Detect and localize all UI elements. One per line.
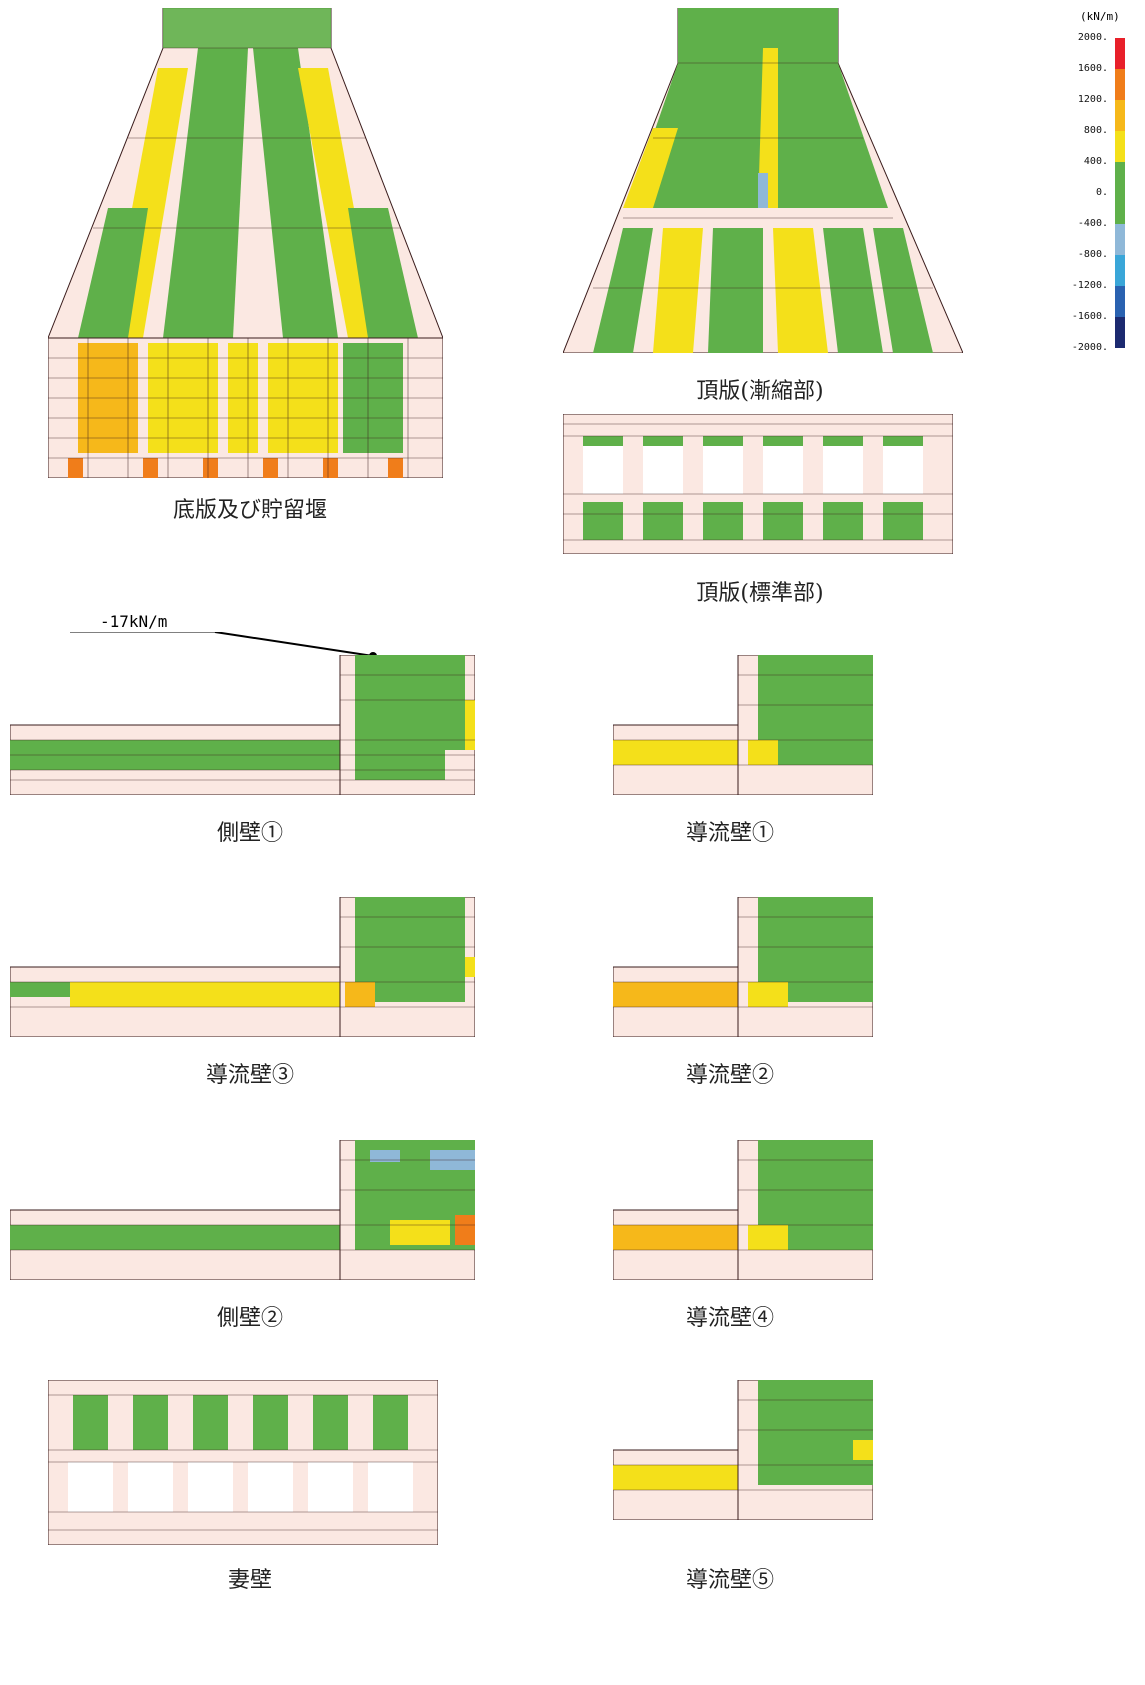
- caption-guide-wall-3: 導流壁③: [205, 1063, 294, 1088]
- panel-side-wall-2: [10, 1140, 475, 1280]
- panel-top-slab-std: [563, 414, 953, 554]
- panel-side-wall-1: [10, 655, 475, 795]
- caption-side-wall-1: 側壁①: [216, 821, 283, 846]
- legend-tick: 400.: [1083, 156, 1108, 167]
- caption-end-wall: 妻壁: [227, 1568, 272, 1593]
- legend-tick: 2000.: [1077, 32, 1108, 43]
- panel-guide-wall-4: [613, 1140, 873, 1280]
- guide-wall-1-contour: [613, 655, 873, 795]
- color-legend: (kN/m) 2000. 1600. 1200. 800. 400. 0. -4…: [1040, 10, 1145, 370]
- caption-guide-wall-1: 導流壁①: [685, 821, 774, 846]
- panel-guide-wall-5: [613, 1380, 873, 1520]
- caption-guide-wall-5: 導流壁⑤: [685, 1568, 774, 1593]
- panel-bottom-slab: [48, 8, 443, 478]
- legend-unit: (kN/m): [1080, 10, 1120, 23]
- legend-tick: 0.: [1095, 187, 1108, 198]
- caption-side-wall-2: 側壁②: [216, 1306, 283, 1331]
- caption-bottom-slab: 底版及び貯留堰: [172, 498, 327, 523]
- legend-tick: 800.: [1083, 125, 1108, 136]
- panel-top-slab-taper: [563, 8, 963, 353]
- caption-top-slab-std: 頂版(標準部): [696, 581, 824, 606]
- legend-tick: -400.: [1077, 218, 1108, 229]
- guide-wall-2-contour: [613, 897, 873, 1037]
- guide-wall-5-contour: [613, 1380, 873, 1520]
- callout-label: -17kN/m: [100, 612, 168, 631]
- end-wall-contour: [48, 1380, 438, 1545]
- top-slab-std-contour: [563, 414, 953, 554]
- caption-guide-wall-4: 導流壁④: [685, 1306, 774, 1331]
- legend-colorbar: [1115, 38, 1125, 348]
- panel-guide-wall-1: [613, 655, 873, 795]
- top-slab-taper-contour: [563, 8, 963, 353]
- panel-guide-wall-2: [613, 897, 873, 1037]
- legend-tick: 1600.: [1077, 63, 1108, 74]
- guide-wall-4-contour: [613, 1140, 873, 1280]
- legend-tick: -2000.: [1071, 342, 1108, 353]
- side-wall-1-contour: [10, 655, 475, 795]
- panel-guide-wall-3: [10, 897, 475, 1037]
- bottom-slab-contour: [48, 8, 443, 478]
- caption-guide-wall-2: 導流壁②: [685, 1063, 774, 1088]
- panel-end-wall: [48, 1380, 438, 1545]
- legend-tick: -800.: [1077, 249, 1108, 260]
- side-wall-2-contour: [10, 1140, 475, 1280]
- guide-wall-3-contour: [10, 897, 475, 1037]
- legend-tick: -1600.: [1071, 311, 1108, 322]
- legend-tick: -1200.: [1071, 280, 1108, 291]
- caption-top-slab-taper: 頂版(漸縮部): [696, 379, 824, 404]
- legend-tick: 1200.: [1077, 94, 1108, 105]
